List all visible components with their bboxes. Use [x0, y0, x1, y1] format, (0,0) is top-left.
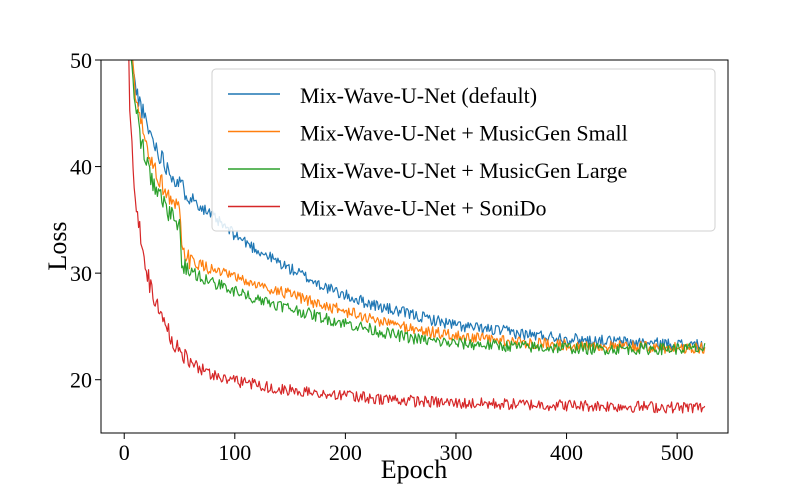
x-axis: 0 100 200 300 400 500: [119, 433, 694, 465]
y-tick-label: 40: [70, 155, 92, 180]
legend-label-3: Mix-Wave-U-Net + MusicGen Large: [300, 158, 627, 183]
x-tick-label: 300: [439, 440, 472, 465]
legend-label-4: Mix-Wave-U-Net + SoniDo: [300, 196, 546, 221]
x-axis-label: Epoch: [381, 455, 447, 484]
plot-frame: [100, 59, 729, 434]
legend-box: [211, 68, 716, 232]
series-line-3: [130, 60, 706, 356]
y-tick-label: 30: [70, 261, 92, 286]
x-tick-label: 400: [550, 440, 583, 465]
x-tick-label: 500: [661, 440, 694, 465]
series-line-4: [128, 60, 706, 414]
x-tick-label: 200: [329, 440, 362, 465]
y-tick-label: 20: [70, 368, 92, 393]
y-tick-label: 50: [70, 48, 92, 73]
y-axis: 20 30 40 50: [70, 48, 101, 393]
x-tick-label: 100: [218, 440, 251, 465]
series-line-2: [132, 60, 706, 354]
x-tick-label: 0: [119, 440, 130, 465]
y-axis-label: Loss: [43, 221, 72, 270]
legend-label-1: Mix-Wave-U-Net (default): [300, 83, 537, 108]
legend: Mix-Wave-U-Net (default) Mix-Wave-U-Net +…: [211, 68, 716, 232]
legend-label-2: Mix-Wave-U-Net + MusicGen Small: [300, 121, 628, 146]
series-layer: [128, 60, 706, 414]
